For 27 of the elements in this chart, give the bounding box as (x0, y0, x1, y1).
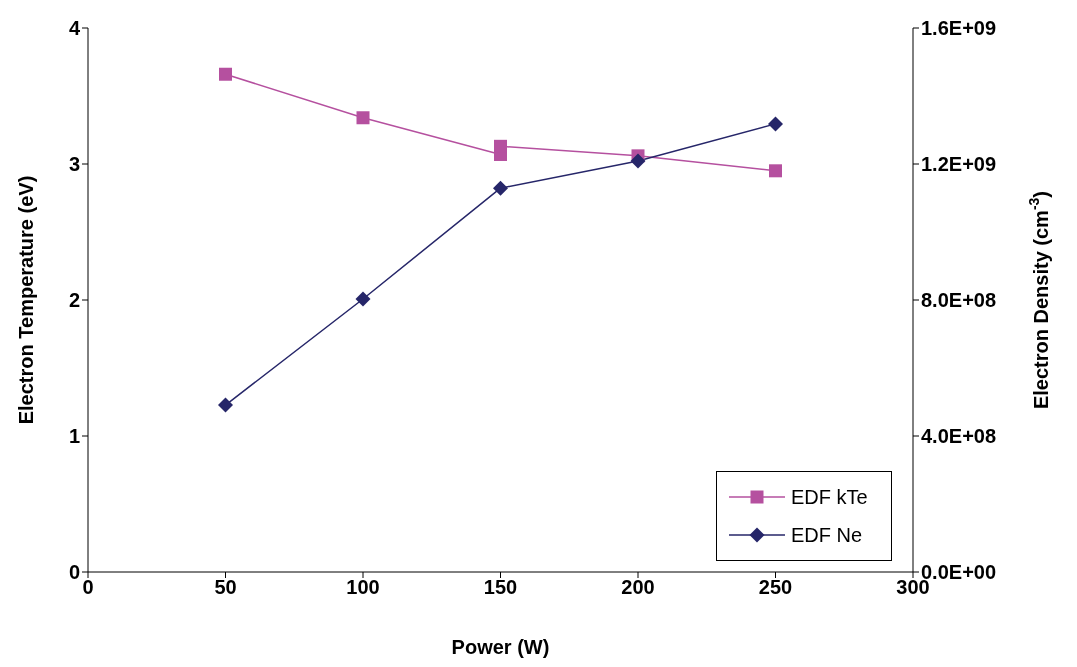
y2-tick-label: 1.2E+09 (921, 153, 997, 176)
y-tick-label: 0 (68, 561, 80, 584)
x-tick-label: 0 (82, 576, 94, 599)
point (219, 67, 232, 81)
x-tick-label: 100 (346, 576, 380, 599)
y2-tick-label: 4.0E+08 (921, 425, 997, 448)
y-tick-label: 1 (68, 425, 80, 448)
y-axis-title: Electron Temperature (eV) (15, 175, 38, 425)
y-tick-label: 2 (68, 289, 80, 312)
point (355, 291, 371, 307)
point (769, 164, 782, 178)
point (218, 397, 233, 413)
x-tick-label: 200 (621, 576, 655, 599)
y2-tick-label: 8.0E+08 (921, 289, 997, 312)
x-tick-label: 250 (758, 576, 793, 599)
point (768, 116, 783, 132)
point (356, 111, 370, 125)
x-tick-label: 50 (214, 576, 237, 599)
y2-tick-label: 1.6E+09 (921, 17, 997, 40)
x-axis-title: Power (W) (451, 636, 550, 659)
point (630, 153, 646, 169)
legend-label: EDF Ne (791, 523, 863, 547)
y-tick-label: 3 (68, 153, 80, 176)
y-tick-label: 4 (68, 17, 81, 40)
point (493, 180, 508, 196)
legend-label: EDF kTe (791, 485, 868, 509)
x-tick-label: 150 (483, 576, 518, 599)
